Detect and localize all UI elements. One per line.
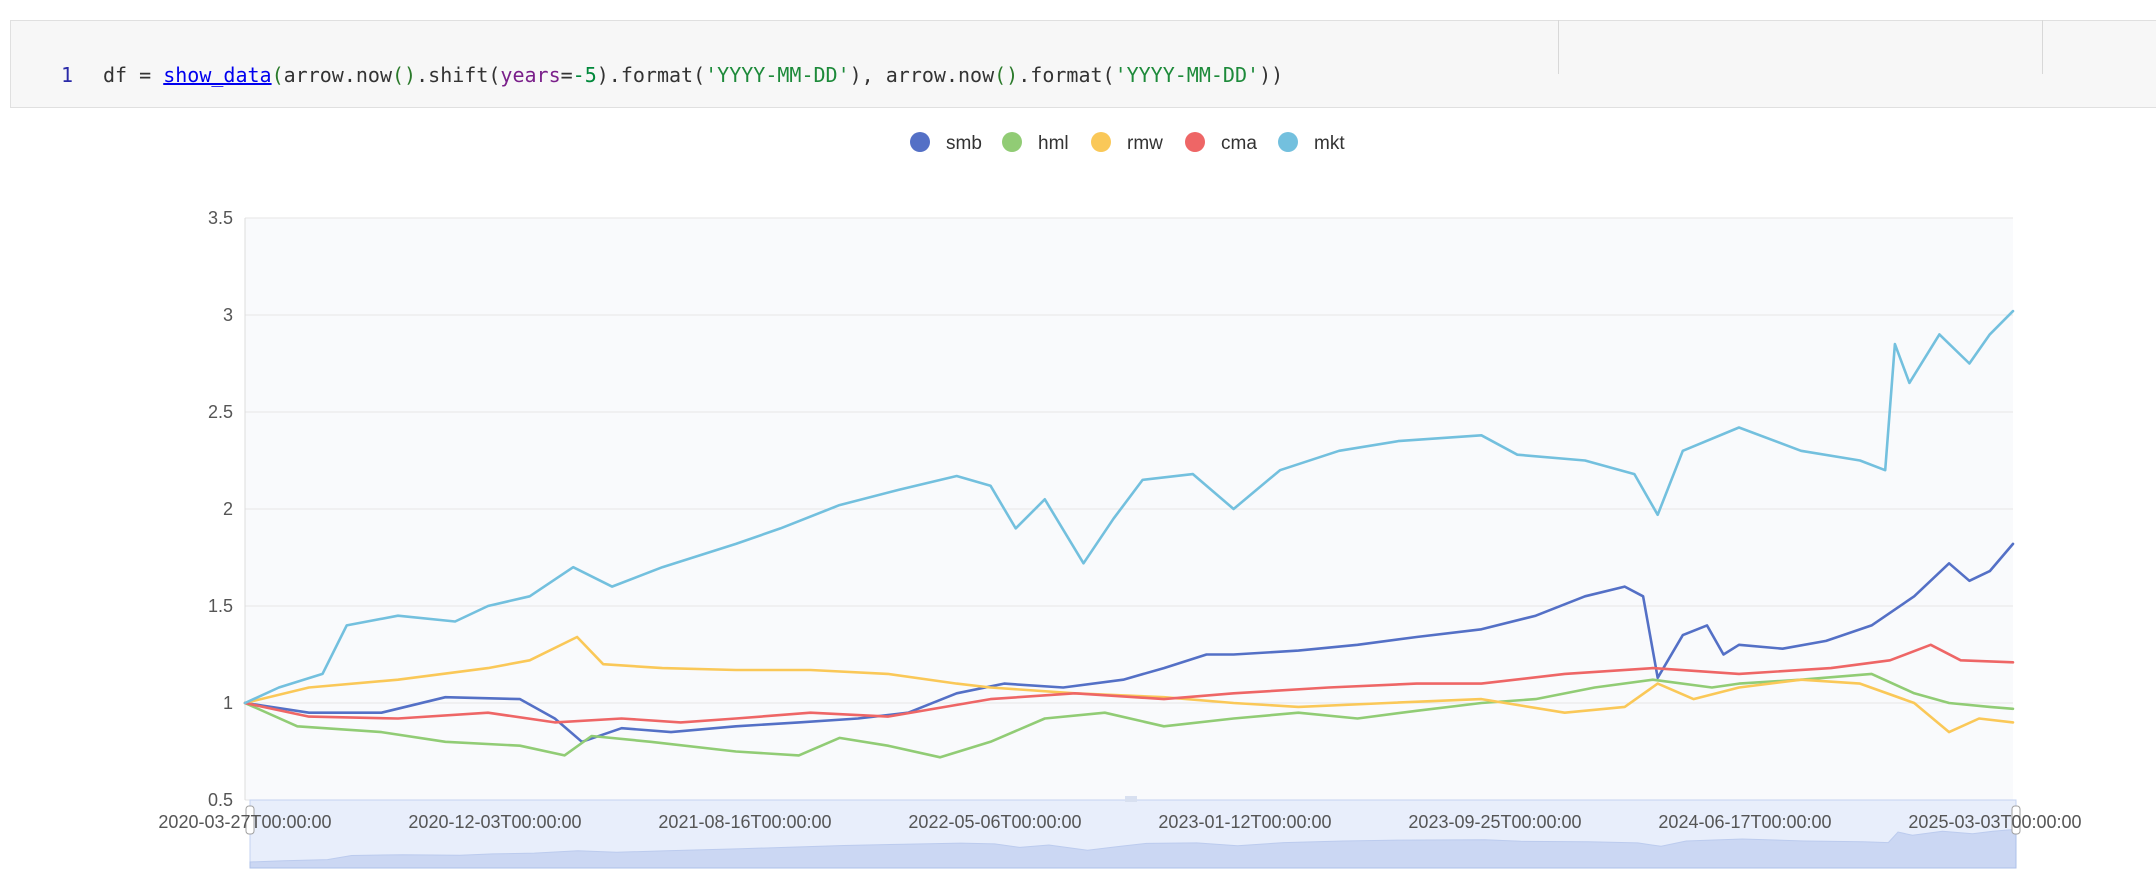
code-token: arrow.now [283,63,393,87]
zoom-slider[interactable] [245,796,2021,869]
zoom-preview-area [249,828,2017,869]
code-token: years [500,63,561,87]
legend: smb hml rmw cma mkt [910,132,1345,154]
code-text[interactable]: df = show_data(arrow.now().shift(years=-… [103,55,1283,95]
series-lines [243,309,2015,759]
code-cell[interactable]: 1 df = show_data(arrow.now().shift(years… [10,20,2156,108]
code-token: show_data [163,63,272,87]
legend-label: rmw [1127,133,1163,154]
y-tick-label: 3 [223,305,233,325]
x-tick-label: 2023-09-25T00:00:00 [1408,812,1581,832]
x-tick-label: 2025-03-03T00:00:00 [1908,812,2081,832]
zoom-drag-bar[interactable] [1125,796,1137,802]
y-tick-label: 1.5 [208,596,233,616]
legend-marker [1278,132,1298,152]
legend-label: hml [1038,133,1069,154]
code-line[interactable]: 1 df = show_data(arrow.now().shift(years… [11,55,1561,95]
x-tick-label: 2020-12-03T00:00:00 [408,812,581,832]
x-axis: 2020-03-27T00:00:00 2020-12-03T00:00:00 20… [158,812,2081,832]
legend-label: smb [946,133,982,154]
legend-marker [910,132,930,152]
y-axis: 0.5 1 1.5 2 2.5 3 3.5 [208,208,246,810]
code-token: )) [1259,63,1284,87]
code-token: -5 [572,63,597,87]
legend-marker [1185,132,1205,152]
y-tick-label: 1 [223,693,233,713]
code-token: arrow.now [885,63,995,87]
x-tick-label: 2024-06-17T00:00:00 [1658,812,1831,832]
series-line-rmw [243,635,2015,734]
line-number: 1 [61,63,74,87]
code-token: ), [849,63,886,87]
legend-label: cma [1221,133,1257,154]
code-token: 'YYYY-MM-DD' [1114,63,1260,87]
legend-item-mkt[interactable]: mkt [1278,132,1345,154]
code-token: = [560,63,573,87]
code-token: ).format( [596,63,706,87]
zoom-handle-right[interactable] [2011,805,2021,835]
series-line-cma [243,643,2015,724]
legend-marker [1002,132,1022,152]
legend-marker [1091,132,1111,152]
y-tick-label: 2.5 [208,402,233,422]
legend-item-smb[interactable]: smb [910,132,982,154]
code-token: .format( [1018,63,1115,87]
code-token: df [103,63,128,87]
code-token: ( [271,63,284,87]
y-tick-label: 2 [223,499,233,519]
code-token: = [127,63,164,87]
code-token: () [392,63,417,87]
y-tick-label: 0.5 [208,790,233,810]
x-tick-label: 2020-03-27T00:00:00 [158,812,331,832]
zoom-handle-left[interactable] [245,805,255,835]
y-tick-label: 3.5 [208,208,233,228]
chart-container: smb hml rmw cma mkt 0.5 1 1.5 2 2.5 3 3.5 2020-03-… [0,110,2156,869]
code-token: 'YYYY-MM-DD' [705,63,850,87]
x-tick-label: 2023-01-12T00:00:00 [1158,812,1331,832]
legend-item-cma[interactable]: cma [1185,132,1257,154]
code-token: .shift( [416,63,501,87]
cell-divider [1558,20,1559,74]
line-chart: smb hml rmw cma mkt 0.5 1 1.5 2 2.5 3 3.5 2020-03-… [158,132,2082,869]
code-token: () [994,63,1019,87]
legend-label: mkt [1314,133,1345,154]
legend-item-hml[interactable]: hml [1002,132,1069,154]
cell-divider [2042,20,2043,74]
x-tick-label: 2021-08-16T00:00:00 [658,812,831,832]
x-tick-label: 2022-05-06T00:00:00 [908,812,1081,832]
legend-item-rmw[interactable]: rmw [1091,132,1163,154]
series-line-mkt [243,309,2015,705]
series-line-smb [243,542,2015,744]
